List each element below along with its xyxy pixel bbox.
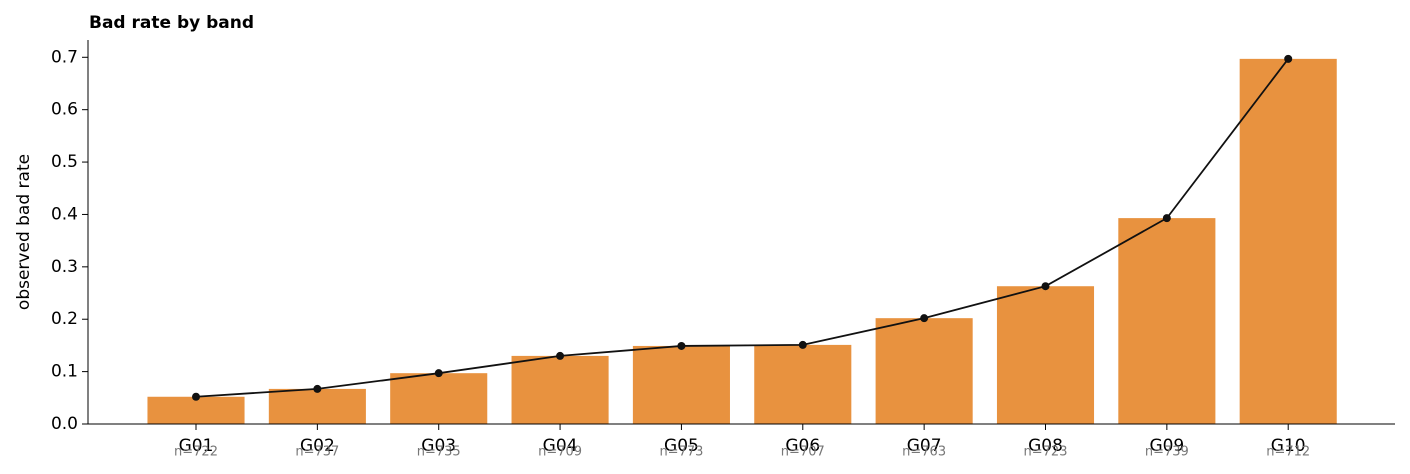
- point: [556, 351, 565, 360]
- count-label: n=739: [1145, 445, 1189, 460]
- count-label: n=723: [1024, 445, 1068, 460]
- bar: [1118, 218, 1216, 424]
- point: [1041, 282, 1050, 291]
- x-tick-label: G04: [543, 436, 578, 456]
- point: [434, 369, 443, 378]
- point: [192, 392, 201, 401]
- bar: [996, 286, 1095, 424]
- x-tick-label: G05: [664, 436, 699, 456]
- count-label: n=709: [538, 445, 582, 460]
- bar: [511, 355, 609, 424]
- x-tick-label: G06: [785, 436, 820, 456]
- bar: [147, 396, 245, 424]
- bar: [754, 344, 852, 424]
- y-tick-label: 0.3: [51, 257, 78, 277]
- count-label: n=763: [902, 445, 946, 460]
- y-tick-label: 0.5: [51, 152, 78, 172]
- x-tick-label: G08: [1028, 436, 1063, 456]
- bar: [632, 345, 730, 424]
- x-tick-label: G07: [907, 436, 942, 456]
- y-tick-label: 0.6: [51, 100, 78, 120]
- count-label: n=722: [174, 445, 218, 460]
- y-tick-label: 0.0: [51, 414, 78, 434]
- point: [677, 341, 686, 350]
- count-label: n=735: [417, 445, 461, 460]
- count-label: n=773: [659, 445, 703, 460]
- y-tick-label: 0.7: [51, 47, 78, 67]
- count-label: n=712: [1266, 445, 1310, 460]
- point: [1284, 54, 1293, 63]
- trend-line: [195, 58, 1289, 398]
- count-label: n=737: [295, 445, 339, 460]
- bar: [875, 318, 973, 424]
- bar: [1239, 58, 1337, 424]
- point: [920, 314, 929, 323]
- y-axis-label: observed bad rate: [14, 154, 34, 310]
- x-tick-label: G01: [179, 436, 214, 456]
- point: [313, 384, 322, 393]
- chart-title: Bad rate by band: [89, 13, 254, 33]
- point: [798, 340, 807, 349]
- point: [1162, 214, 1171, 223]
- count-label: n=707: [781, 445, 825, 460]
- x-tick-label: G09: [1149, 436, 1184, 456]
- x-tick-label: G03: [421, 436, 456, 456]
- y-tick-label: 0.1: [51, 362, 78, 382]
- bar: [268, 388, 366, 424]
- x-tick-label: G02: [300, 436, 335, 456]
- bar: [390, 373, 488, 424]
- x-tick-label: G10: [1271, 436, 1306, 456]
- y-tick-label: 0.2: [51, 309, 78, 329]
- y-tick-label: 0.4: [51, 204, 78, 224]
